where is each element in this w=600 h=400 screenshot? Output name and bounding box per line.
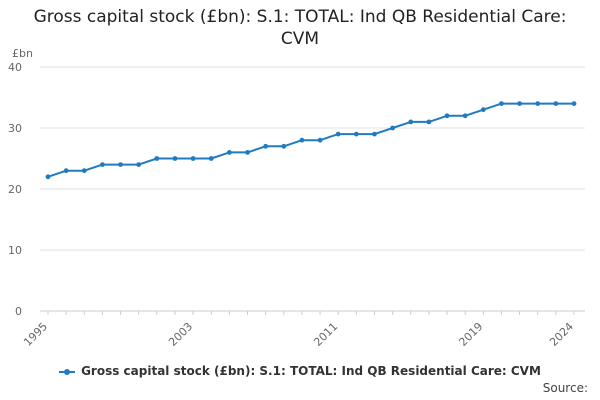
data-point[interactable] [372,131,377,137]
y-tick-label: 0 [15,305,22,318]
series-line [47,102,574,178]
data-point[interactable] [100,162,105,168]
data-point[interactable] [136,162,142,168]
data-point[interactable] [480,107,486,113]
legend-label: Gross capital stock (£bn): S.1: TOTAL: I… [81,364,541,378]
data-point[interactable] [408,119,414,125]
data-point[interactable] [517,101,522,106]
data-point[interactable] [353,131,359,137]
y-tick-label: 20 [8,183,22,196]
data-point[interactable] [426,119,432,125]
data-point[interactable] [245,150,250,155]
x-tick-label: 2019 [456,320,485,349]
y-tick-label: 40 [8,61,22,74]
x-tick-label: 1995 [21,320,50,349]
data-point[interactable] [81,168,87,174]
y-axis-unit-label: £bn [12,47,33,60]
data-point[interactable] [281,143,287,149]
data-point[interactable] [208,156,214,161]
data-point[interactable] [190,156,196,161]
x-tick-label: 2003 [166,320,195,349]
data-point[interactable] [553,101,559,106]
data-point[interactable] [45,174,51,180]
series-layer [45,101,577,180]
data-point[interactable] [444,113,450,119]
chart-title: Gross capital stock (£bn): S.1: TOTAL: I… [33,7,567,49]
data-point[interactable] [263,143,269,149]
data-point[interactable] [335,131,341,137]
legend[interactable]: Gross capital stock (£bn): S.1: TOTAL: I… [0,364,600,378]
data-point[interactable] [154,156,160,161]
y-tick-label: 10 [8,244,22,257]
x-tick-label: 2024 [547,320,576,349]
data-point[interactable] [535,101,541,106]
source-label: Source: [542,381,588,395]
data-point[interactable] [118,162,123,168]
data-point[interactable] [63,168,69,174]
y-tick-label: 30 [8,122,22,135]
data-point[interactable] [226,150,232,155]
data-point[interactable] [172,156,178,161]
data-point[interactable] [571,101,577,106]
data-point[interactable] [299,137,305,143]
x-tick-label: 2011 [311,320,340,349]
data-point[interactable] [499,101,504,106]
legend-swatch [59,368,76,375]
data-point[interactable] [462,113,468,119]
data-point[interactable] [317,137,323,143]
data-point[interactable] [390,125,396,131]
